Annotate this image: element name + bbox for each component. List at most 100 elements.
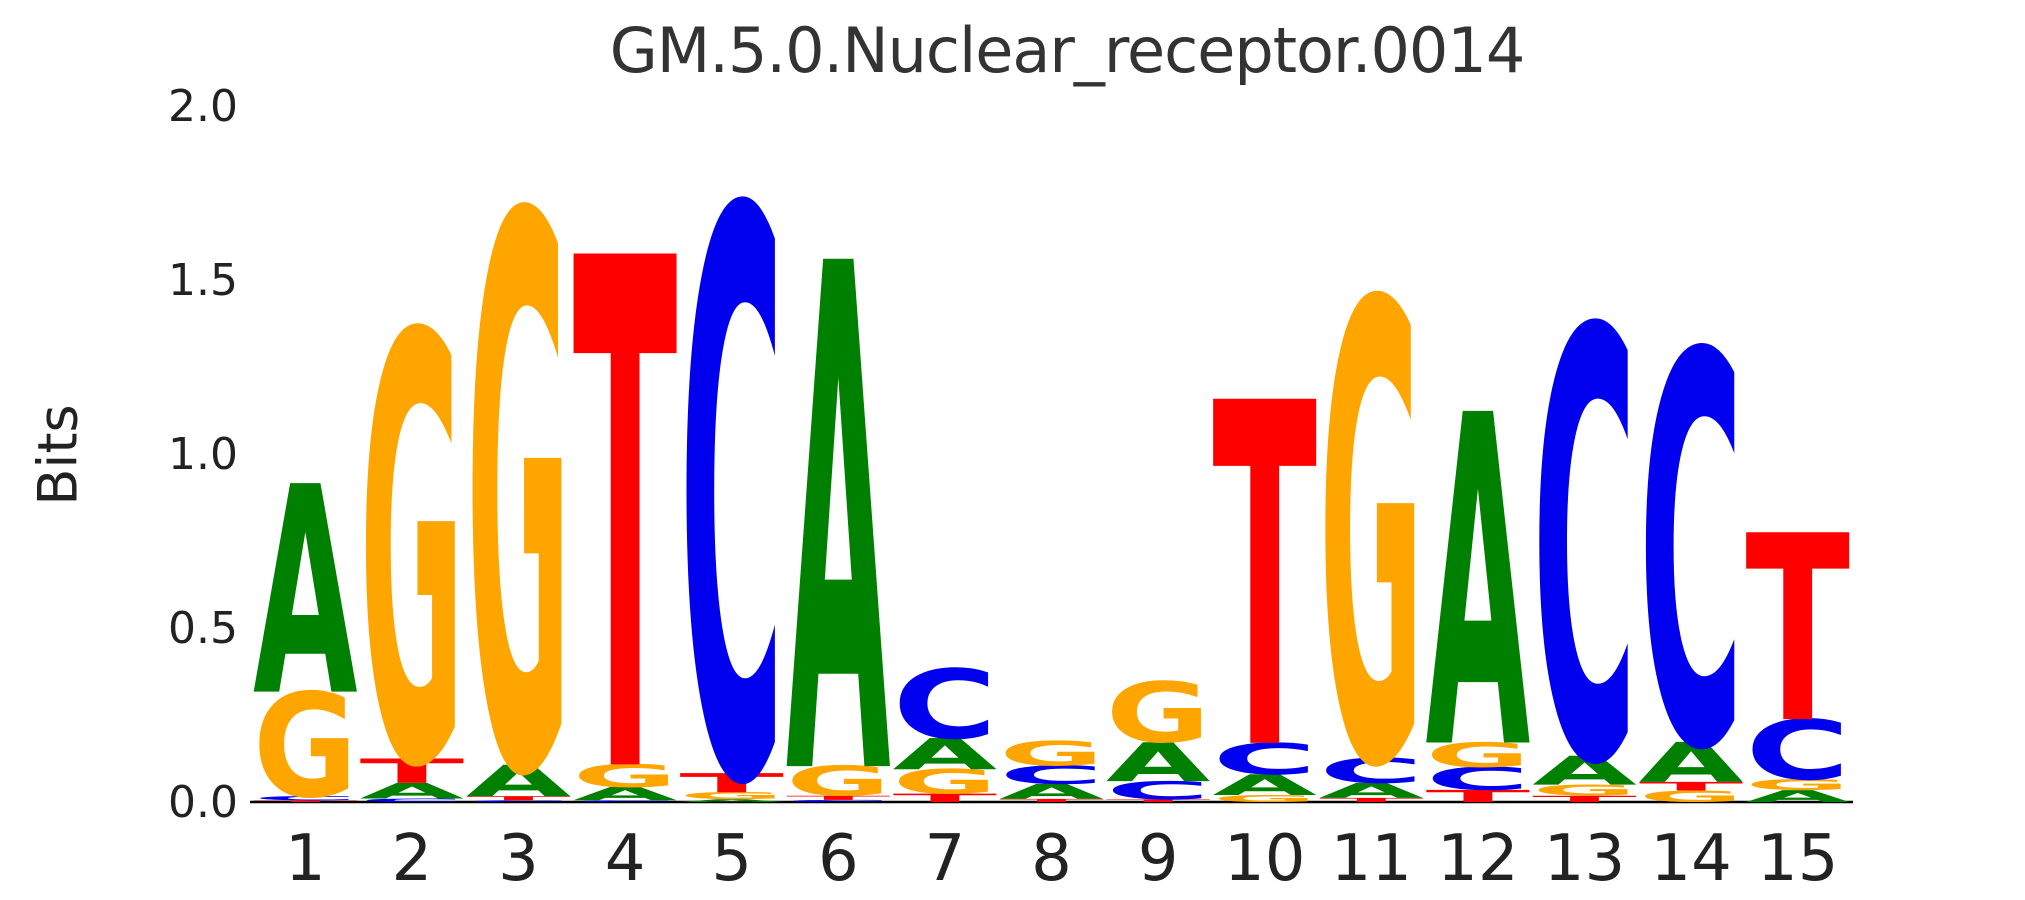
base-glyph-G: G: [1745, 776, 1850, 794]
base-glyph-C: C: [573, 800, 678, 803]
base-glyph-C: C: [1319, 751, 1424, 791]
base-glyph-A: A: [1319, 779, 1424, 803]
base-glyph-C: C: [1426, 761, 1531, 797]
logo-letter-6-T: T: [786, 795, 891, 802]
base-glyph-A: A: [360, 779, 465, 804]
logo-letter-6-G: G: [786, 758, 891, 805]
x-tick-label-8: 8: [1031, 822, 1072, 896]
base-glyph-C: C: [360, 798, 465, 804]
logo-letter-4-A: A: [573, 784, 678, 805]
base-glyph-T: T: [253, 800, 358, 803]
base-glyph-A: A: [573, 784, 678, 805]
base-glyph-G: G: [1426, 736, 1531, 775]
logo-letter-2-A: A: [360, 779, 465, 804]
logo-letter-2-T: T: [360, 752, 465, 791]
x-tick-label-7: 7: [925, 822, 966, 896]
base-glyph-A: A: [466, 756, 571, 806]
base-glyph-G: G: [786, 758, 891, 805]
base-glyph-T: T: [1426, 787, 1531, 806]
base-glyph-A: A: [1212, 769, 1317, 802]
logo-letter-5-A: A: [679, 798, 784, 802]
logo-letter-10-G: G: [1212, 793, 1317, 804]
base-glyph-T: T: [1212, 306, 1317, 855]
base-glyph-C: C: [999, 761, 1104, 790]
base-glyph-T: T: [893, 791, 998, 804]
logo-letter-13-C: C: [1532, 210, 1637, 896]
logo-letter-5-G: G: [679, 790, 784, 801]
logo-letter-4-C: C: [573, 800, 678, 803]
logo-letter-15-C: C: [1745, 703, 1850, 799]
x-tick-label-14: 14: [1650, 822, 1731, 896]
base-glyph-A: A: [1745, 787, 1850, 806]
base-glyph-C: C: [786, 799, 891, 802]
base-glyph-C: C: [1212, 734, 1317, 784]
base-glyph-T: T: [679, 768, 784, 799]
logo-letter-5-T: T: [679, 768, 784, 799]
base-glyph-C: C: [1639, 243, 1744, 869]
y-tick-label-1.5: 1.5: [168, 255, 238, 306]
base-glyph-T: T: [1106, 798, 1211, 802]
base-glyph-T: T: [1745, 481, 1850, 780]
base-glyph-C: C: [466, 800, 571, 803]
logo-letter-13-T: T: [1532, 794, 1637, 804]
logo-letter-12-T: T: [1426, 787, 1531, 806]
logo-letter-8-G: G: [999, 734, 1104, 773]
logo-letter-8-T: T: [999, 798, 1104, 803]
base-glyph-G: G: [466, 62, 571, 900]
logo-letter-9-C: C: [1106, 777, 1211, 806]
logo-letter-7-C: C: [893, 649, 998, 760]
base-glyph-T: T: [360, 752, 465, 791]
logo-letter-14-A: A: [1639, 731, 1744, 795]
logo-letter-10-T: T: [1212, 306, 1317, 855]
logo-letter-1-G: G: [253, 663, 358, 830]
logo-letter-8-A: A: [999, 780, 1104, 804]
base-glyph-T: T: [786, 795, 891, 802]
y-tick-label-0.0: 0.0: [168, 777, 238, 828]
chart-title: GM.5.0.Nuclear_receptor.0014: [609, 14, 1526, 87]
logo-letter-10-C: C: [1212, 734, 1317, 784]
base-glyph-T: T: [1532, 794, 1637, 804]
logo-letter-14-C: C: [1639, 243, 1744, 869]
base-glyph-C: C: [253, 795, 358, 802]
x-tick-label-11: 11: [1331, 822, 1412, 896]
base-glyph-A: A: [893, 730, 998, 780]
x-tick-label-3: 3: [498, 822, 539, 896]
base-glyph-A: A: [786, 121, 892, 900]
base-glyph-C: C: [893, 649, 998, 760]
base-glyph-G: G: [573, 759, 678, 795]
logo-letter-1-T: T: [253, 800, 358, 803]
base-glyph-A: A: [999, 780, 1104, 804]
logo-letter-5-C: C: [679, 51, 784, 900]
logo-letter-9-G: G: [1106, 665, 1211, 762]
base-glyph-G: G: [1319, 173, 1424, 900]
logo-letter-3-T: T: [466, 795, 571, 802]
base-glyph-A: A: [1639, 731, 1744, 795]
logo-letter-9-A: A: [1106, 732, 1211, 794]
base-glyph-G: G: [253, 663, 358, 830]
x-tick-label-12: 12: [1437, 822, 1518, 896]
base-glyph-G: G: [1106, 665, 1211, 762]
base-glyph-T: T: [573, 115, 678, 900]
base-glyph-G: G: [1532, 782, 1637, 800]
logo-letter-6-A: A: [786, 121, 892, 900]
logo-letter-11-A: A: [1319, 779, 1424, 803]
base-glyph-A: A: [1532, 748, 1637, 794]
x-tick-label-13: 13: [1544, 822, 1625, 896]
base-glyph-G: G: [679, 790, 784, 801]
logo-letter-7-T: T: [893, 791, 998, 804]
logo-letter-14-G: G: [1639, 787, 1744, 805]
y-axis-title: Bits: [26, 404, 90, 506]
logo-letter-1-A: A: [253, 427, 358, 760]
x-tick-label-4: 4: [605, 822, 646, 896]
logo-letter-13-A: A: [1532, 748, 1637, 794]
base-glyph-C: C: [1532, 210, 1637, 896]
logo-letter-7-A: A: [893, 730, 998, 780]
logo-letter-4-T: T: [573, 115, 678, 900]
base-glyph-G: G: [1212, 793, 1317, 804]
base-glyph-A: A: [679, 798, 784, 802]
logo-letter-12-A: A: [1426, 320, 1532, 850]
logo-letter-11-T: T: [1319, 797, 1424, 804]
base-glyph-A: A: [253, 427, 358, 760]
x-tick-label-10: 10: [1224, 822, 1305, 896]
